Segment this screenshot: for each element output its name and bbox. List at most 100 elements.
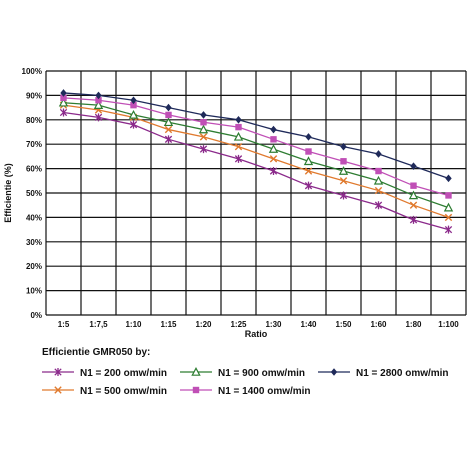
x-tick-label: 1:5: [58, 320, 70, 329]
x-tick-label: 1:50: [335, 320, 352, 329]
data-point: [200, 119, 207, 126]
data-point: [340, 158, 347, 165]
data-point: [338, 166, 349, 175]
legend-marker: [192, 386, 200, 394]
y-tick-label: 40%: [26, 213, 42, 222]
y-tick-label: 60%: [26, 165, 42, 174]
data-point: [199, 133, 208, 141]
data-point: [235, 123, 242, 131]
x-tick-label: 1:80: [405, 320, 422, 329]
data-point: [95, 97, 102, 104]
data-point: [304, 167, 313, 175]
data-point: [374, 186, 383, 195]
data-point: [445, 192, 452, 199]
data-point: [305, 148, 312, 155]
y-tick-label: 80%: [26, 116, 42, 125]
data-point: [445, 174, 452, 183]
data-point: [339, 191, 348, 200]
y-tick-label: 100%: [22, 67, 42, 76]
data-point: [375, 167, 382, 175]
data-point: [129, 120, 138, 129]
data-point: [200, 111, 207, 119]
y-tick-label: 30%: [26, 238, 42, 247]
x-tick-label: 1:100: [438, 320, 459, 329]
data-point: [163, 117, 174, 127]
data-point: [164, 125, 173, 134]
y-tick-label: 20%: [26, 262, 42, 271]
tick-labels: 0% 10% 20% 30% 40% 50% 60% 70% 80% 90% 100% 1:5 1:7,…: [22, 67, 460, 329]
x-tick-label: 1:20: [195, 320, 212, 329]
series: [58, 97, 454, 212]
x-tick-label: 1:30: [265, 320, 282, 329]
series-line: [63, 92, 449, 179]
legend-marker: [191, 367, 201, 376]
legend-item: N1 = 2800 omw/min: [318, 368, 449, 379]
series-line: [63, 102, 449, 209]
data-point: [444, 213, 453, 222]
grid: [45, 70, 467, 316]
data-point: [198, 124, 209, 134]
legend-title: Efficientie GMR050 by:: [42, 347, 150, 358]
data-point: [409, 215, 418, 224]
data-point: [234, 154, 243, 163]
data-point: [59, 108, 68, 117]
data-point: [270, 136, 277, 143]
legend-label: N1 = 1400 omw/min: [218, 386, 311, 397]
data-point: [269, 167, 278, 176]
data-point: [164, 135, 173, 144]
y-tick-label: 0%: [30, 311, 42, 320]
data-point: [375, 150, 382, 158]
legend-item: N1 = 1400 omw/min: [180, 386, 311, 397]
data-point: [268, 144, 279, 153]
x-axis-title: Ratio: [245, 329, 268, 339]
data-point: [60, 89, 67, 97]
data-point: [128, 109, 139, 119]
data-point: [304, 181, 313, 190]
data-point: [95, 91, 102, 100]
series: [59, 101, 453, 222]
data-point: [373, 175, 384, 185]
data-point: [234, 142, 243, 151]
data-point: [305, 133, 312, 141]
x-tick-label: 1:40: [300, 320, 317, 329]
legend-label: N1 = 200 omw/min: [80, 368, 167, 379]
data-point: [340, 142, 347, 151]
data-point: [165, 103, 172, 112]
data-point: [58, 97, 69, 107]
series: [60, 94, 452, 199]
y-tick-label: 90%: [26, 91, 42, 100]
series-line: [63, 97, 449, 197]
data-point: [409, 201, 418, 209]
data-point: [93, 100, 104, 109]
data-point: [60, 94, 67, 102]
data-point: [270, 125, 277, 134]
data-point: [410, 182, 417, 189]
y-tick-label: 10%: [26, 287, 42, 296]
series-line: [63, 111, 449, 231]
legend-marker: [54, 368, 62, 376]
legend-label: N1 = 900 omw/min: [218, 368, 305, 379]
data-point: [165, 111, 172, 119]
data-point: [408, 190, 419, 200]
x-tick-label: 1:25: [230, 320, 247, 329]
y-tick-label: 70%: [26, 140, 42, 149]
legend: N1 = 200 omw/min N1 = 500 omw/min N1 = 900…: [42, 367, 449, 397]
x-tick-label: 1:7,5: [89, 320, 108, 329]
data-point: [130, 101, 137, 109]
series: [60, 89, 452, 183]
data-point: [94, 113, 103, 122]
data-point: [130, 96, 137, 105]
data-point: [269, 155, 278, 163]
data-point: [374, 201, 383, 210]
legend-label: N1 = 500 omw/min: [80, 386, 167, 397]
legend-marker: [54, 386, 62, 394]
series-lines: [58, 89, 454, 234]
data-point: [233, 131, 244, 141]
y-tick-label: 50%: [26, 189, 42, 198]
data-point: [339, 177, 348, 185]
x-tick-label: 1:60: [370, 320, 387, 329]
legend-item: N1 = 200 omw/min: [42, 368, 167, 379]
legend-label: N1 = 2800 omw/min: [356, 368, 449, 379]
